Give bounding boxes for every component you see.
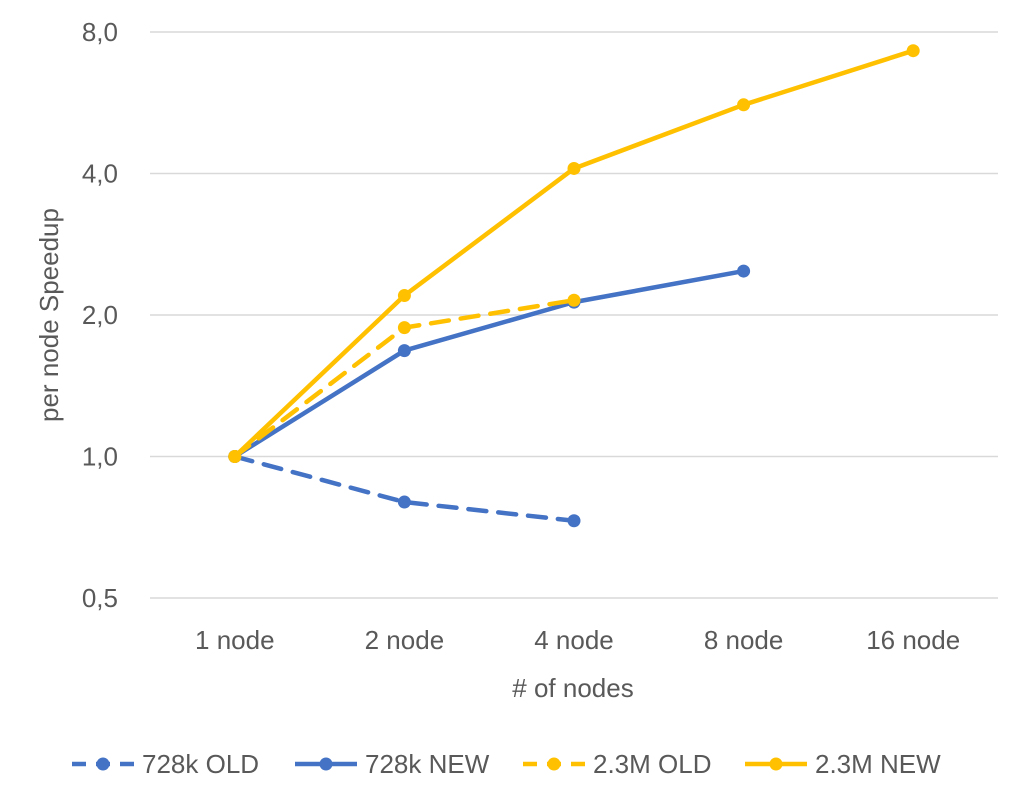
legend-item: 728k NEW bbox=[295, 749, 490, 779]
y-axis-label: per node Speedup bbox=[34, 208, 64, 422]
y-tick-label: 4,0 bbox=[82, 159, 118, 189]
legend-marker bbox=[96, 757, 110, 771]
data-point bbox=[228, 450, 242, 463]
legend-item: 2.3M OLD bbox=[523, 749, 712, 779]
x-tick-label: 16 node bbox=[866, 625, 960, 655]
x-tick-label: 8 node bbox=[704, 625, 784, 655]
legend-label: 2.3M NEW bbox=[815, 749, 941, 779]
y-tick-label: 2,0 bbox=[82, 300, 118, 330]
series-line bbox=[232, 268, 746, 459]
legend-item: 728k OLD bbox=[72, 749, 259, 779]
legend-marker bbox=[319, 757, 333, 771]
legend: 728k OLD 728k NEW 2.3M OLD 2.3M NEW bbox=[72, 749, 941, 779]
data-point bbox=[397, 344, 411, 358]
data-point bbox=[737, 264, 751, 278]
legend-label: 728k OLD bbox=[142, 749, 259, 779]
series-line bbox=[232, 454, 577, 523]
series-728k-new bbox=[228, 264, 751, 463]
data-point bbox=[906, 44, 920, 58]
y-tick-label: 1,0 bbox=[82, 442, 118, 472]
y-tick-label: 8,0 bbox=[82, 17, 118, 47]
y-tick-labels: 0,5 1,0 2,0 4,0 8,0 bbox=[82, 17, 118, 613]
series-2-3m-old bbox=[228, 293, 581, 463]
data-point bbox=[397, 495, 411, 509]
legend-marker bbox=[547, 757, 561, 771]
legend-label: 2.3M OLD bbox=[593, 749, 712, 779]
x-tick-label: 1 node bbox=[195, 625, 275, 655]
legend-marker bbox=[769, 757, 783, 771]
x-tick-labels: 1 node 2 node 4 node 8 node 16 node bbox=[195, 625, 960, 655]
data-point bbox=[567, 293, 581, 307]
data-point bbox=[397, 321, 411, 335]
legend-label: 728k NEW bbox=[365, 749, 490, 779]
x-tick-label: 2 node bbox=[365, 625, 445, 655]
series-728k-old bbox=[228, 450, 581, 528]
data-point bbox=[567, 514, 581, 528]
series-line bbox=[232, 48, 916, 459]
grid-layer bbox=[150, 31, 998, 599]
y-tick-label: 0,5 bbox=[82, 583, 118, 613]
series-2-3m-new bbox=[228, 44, 920, 463]
data-point bbox=[737, 98, 751, 112]
data-point bbox=[397, 289, 411, 303]
legend-item: 2.3M NEW bbox=[745, 749, 941, 779]
x-axis-label: # of nodes bbox=[512, 673, 633, 703]
data-point bbox=[567, 161, 581, 175]
x-tick-label: 4 node bbox=[534, 625, 614, 655]
series-layer bbox=[228, 44, 920, 528]
